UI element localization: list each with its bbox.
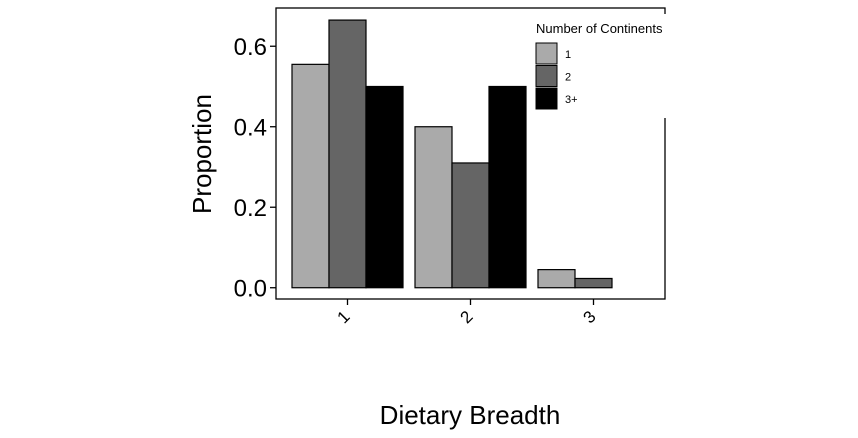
y-axis: 0.0 0.2 0.4 0.6 (234, 34, 276, 303)
bar-2-series-1 (414, 126, 453, 289)
x-tick-label: 3 (580, 307, 600, 327)
y-axis-title: Proportion (187, 94, 217, 214)
legend-title: Number of Continents (536, 21, 663, 36)
bar-1-series-1 (291, 63, 330, 289)
legend-key-1 (535, 42, 558, 65)
x-tick-label: 2 (457, 307, 477, 327)
bar-2-series-3plus (488, 85, 527, 289)
y-tick-label: 0.2 (234, 195, 267, 222)
y-tick-label: 0.0 (234, 276, 267, 303)
y-tick-label: 0.4 (234, 115, 267, 142)
legend-label: 3+ (565, 94, 578, 106)
x-axis-title: Dietary Breadth (380, 400, 561, 430)
y-tick-label: 0.6 (234, 34, 267, 61)
bar-1-series-2 (328, 19, 367, 289)
legend-key-2 (535, 65, 558, 87)
bar-1-series-3plus (365, 85, 404, 289)
bar-3-series-1 (537, 269, 576, 289)
bars-layer (291, 19, 613, 289)
x-tick-label: 1 (334, 307, 354, 327)
bar-3-series-2 (574, 277, 613, 289)
legend-key-3plus (535, 87, 558, 110)
legend: Number of Continents 1 2 3+ (530, 14, 680, 118)
legend-label: 2 (565, 72, 571, 84)
legend-label: 1 (565, 49, 571, 61)
bar-2-series-2 (451, 162, 490, 289)
x-axis: 1 2 3 (334, 299, 600, 327)
